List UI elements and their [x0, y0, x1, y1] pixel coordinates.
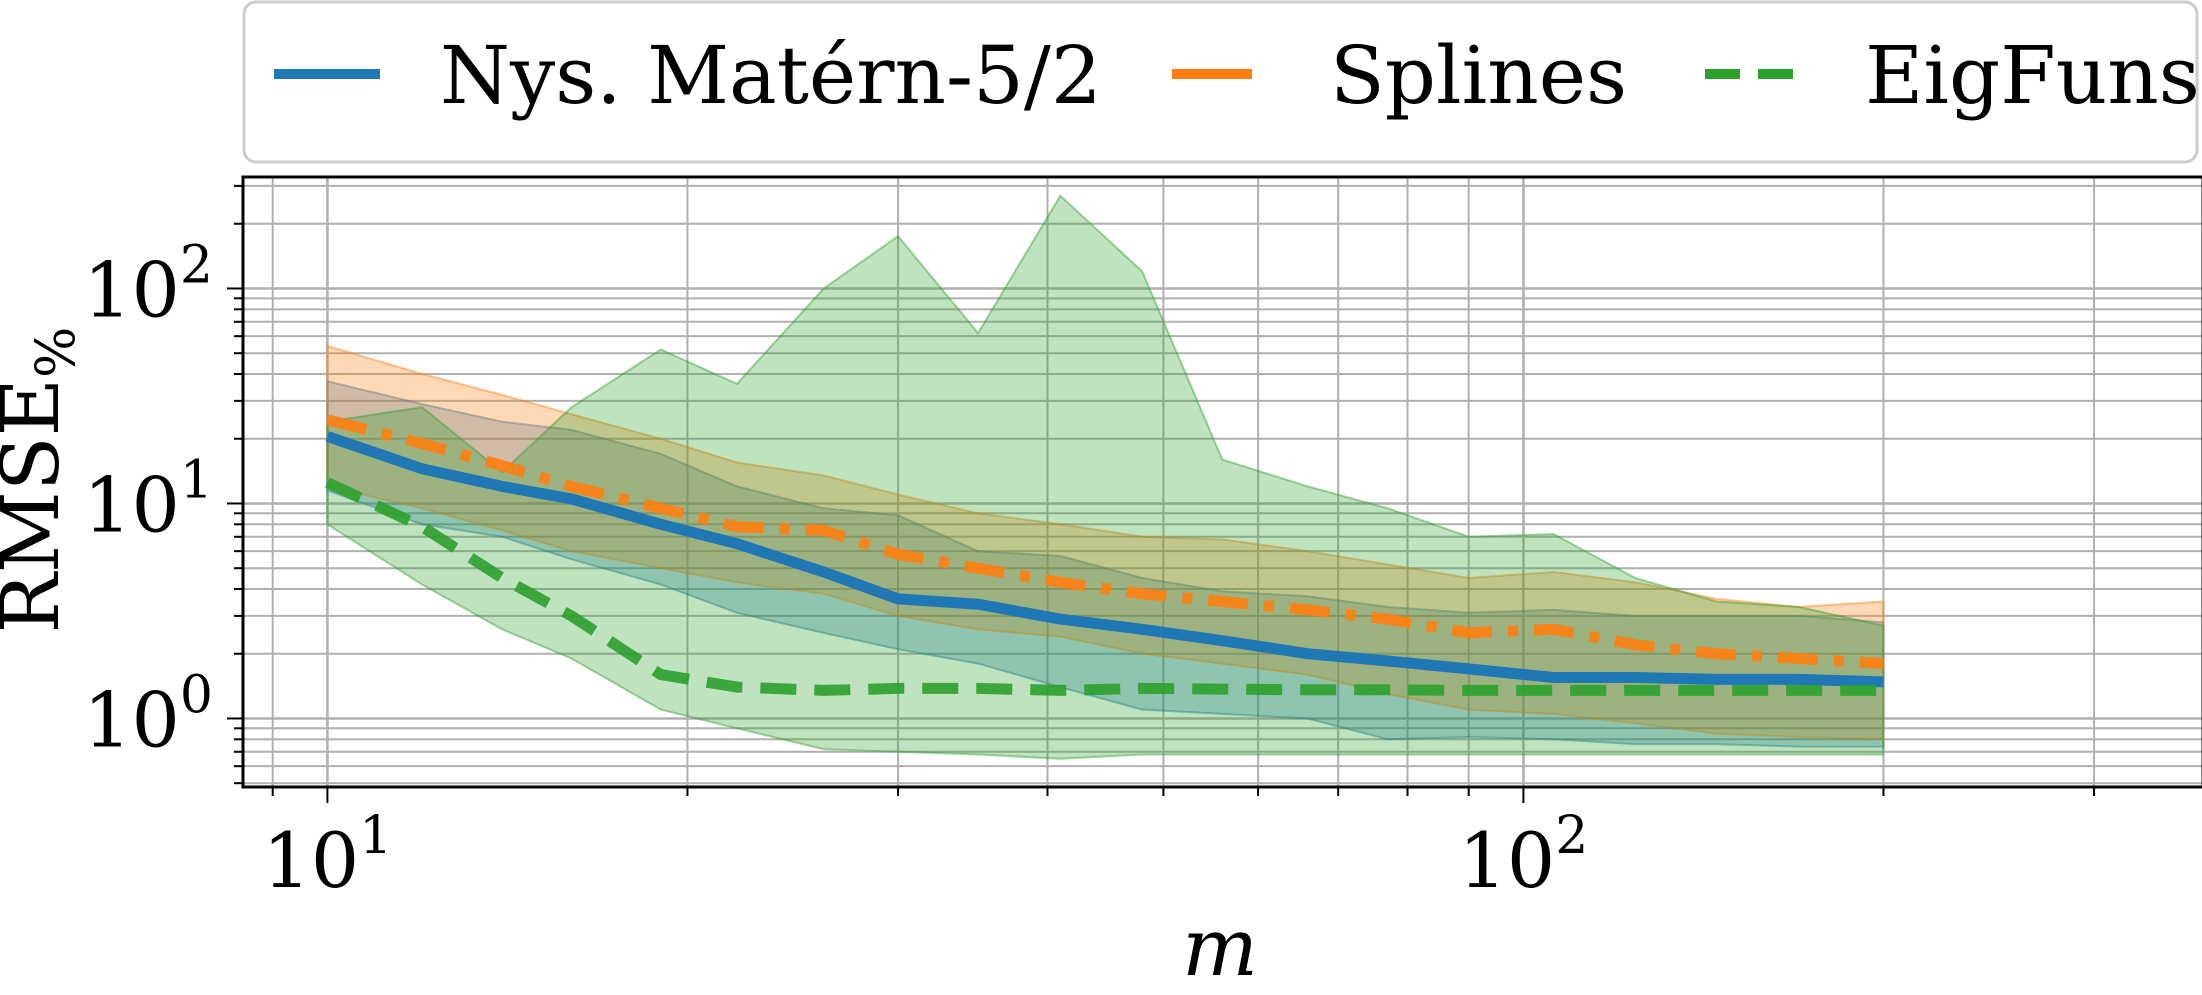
plot-frame	[241, 175, 2202, 789]
legend-label-eigfuns: EigFuns	[1865, 29, 2200, 122]
y-axis-title-subscript: %	[24, 327, 87, 378]
legend-label-nys-matern: Nys. Matérn-5/2	[440, 29, 1102, 122]
y-axis-title: RMSE%	[0, 327, 87, 634]
series-line-eigfuns	[325, 477, 1884, 696]
band-eigfuns	[326, 194, 1885, 760]
svg-text:RMSE%: RMSE%	[0, 327, 87, 634]
ticks: 101 102 100 101 102	[83, 184, 2096, 905]
legend: Nys. Matérn-5/2 Splines EigFuns	[242, 0, 2200, 164]
confidence-bands	[326, 194, 1885, 760]
series-lines	[325, 414, 1884, 696]
x-tick-label: 101	[263, 806, 393, 905]
x-axis-title: m	[1182, 901, 1258, 994]
legend-frame	[242, 0, 2199, 164]
y-tick-label: 102	[83, 235, 213, 334]
x-tick-label: 102	[1459, 806, 1589, 905]
series-line-splines	[326, 414, 1884, 670]
y-tick-label: 100	[83, 665, 213, 764]
y-axis-title-main: RMSE	[0, 378, 77, 633]
series-line-nys-matern	[325, 431, 1884, 688]
band-nys-matern	[326, 380, 1885, 748]
y-tick-label: 101	[83, 450, 213, 549]
legend-label-splines: Splines	[1330, 29, 1627, 122]
band-splines	[326, 344, 1885, 741]
